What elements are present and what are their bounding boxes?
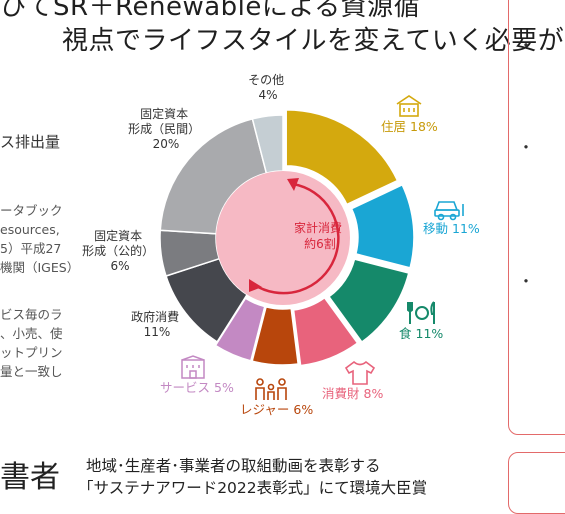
bottom-line-1: 地域･生産者･事業者の取組動画を表彰する: [86, 457, 381, 475]
shirt-icon: [344, 360, 376, 385]
circular-arrow: [252, 182, 340, 295]
building-icon: [181, 355, 205, 379]
chart-center: [216, 171, 350, 305]
label-services: サービス 5%: [160, 380, 234, 395]
label-public-capital: 固定資本 形成（公的） 6%: [82, 228, 158, 273]
left-text-1: ス排出量: [0, 133, 61, 151]
family-icon: [255, 378, 287, 400]
label-goods: 消費財 8%: [322, 386, 383, 401]
center-label-1: 家計消費: [294, 220, 342, 235]
left-text-8: ットプリン: [0, 345, 63, 360]
slice-car: [350, 183, 415, 269]
label-housing: 住居 18%: [381, 119, 438, 134]
label-leisure: レジャー 6%: [240, 402, 313, 417]
left-text-7: 、小売、使: [0, 326, 63, 341]
left-text-6: ビス毎のラ: [0, 307, 63, 322]
right-panel-top: [508, 0, 565, 435]
slice-family: [251, 305, 300, 366]
left-text-2: ータブック: [0, 203, 63, 218]
chart-slices: [159, 109, 415, 367]
fork-knife-icon: [407, 301, 435, 324]
slice-house: [285, 109, 399, 206]
left-text-5: 機関（IGES）: [0, 260, 80, 275]
header-line-1: ひてSR＋Renewableによる資源循: [0, 0, 421, 22]
slice-fork-knife: [327, 258, 410, 344]
house-icon: [396, 95, 422, 117]
car-icon: [434, 201, 464, 221]
header-line-2: 視点でライフスタイルを変えていく必要が: [62, 26, 565, 56]
label-government: 政府消費 11%: [131, 309, 183, 339]
center-label-2: 約6割: [304, 236, 336, 251]
bullet-2: ・: [518, 138, 535, 157]
label-private-capital: 固定資本 形成（民間） 20%: [128, 106, 204, 151]
bottom-line-2: 「サステナアワード2022表彰式」にて環境大臣賞: [78, 479, 428, 497]
left-text-3: esources,: [0, 222, 60, 237]
left-text-4: 5）平成27: [0, 241, 62, 256]
label-other: その他 4%: [248, 73, 288, 102]
bullet-1: ・: [518, 36, 535, 55]
consumption-donut-chart: 家計消費 約6割 住居 18% 移動 11% 食 11% 消費財 8% レジャー 6%: [82, 73, 480, 417]
bottom-big-text: 書者: [0, 460, 60, 495]
slice-shirt: [292, 296, 359, 367]
left-text-9: 量と一致し: [0, 364, 63, 379]
label-mobility: 移動 11%: [423, 221, 480, 236]
bullet-3: ・: [518, 272, 535, 291]
arrow-head-top: [287, 178, 299, 191]
arrow-head-bottom: [249, 279, 262, 292]
label-food: 食 11%: [399, 326, 443, 341]
